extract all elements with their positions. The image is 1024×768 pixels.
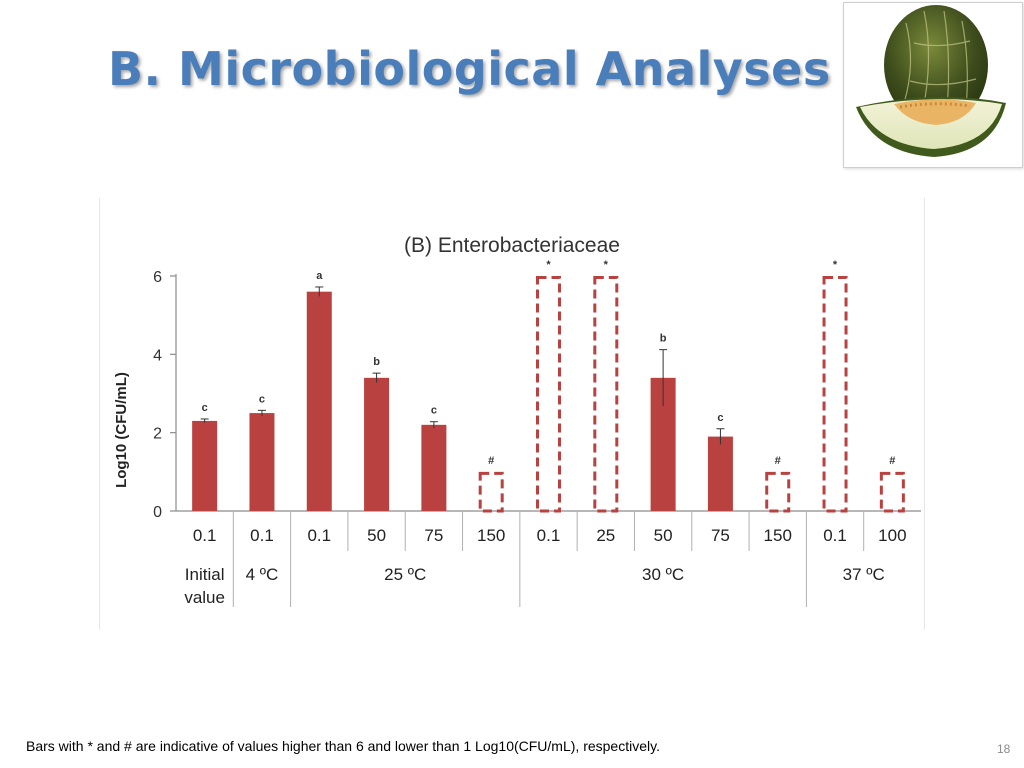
y-tick-label: 4 — [153, 347, 162, 364]
significance-label: c — [259, 393, 265, 405]
group-label: Initial — [185, 565, 225, 584]
slide-title: B. Microbiological Analyses — [108, 42, 831, 96]
x-tick-label: 50 — [654, 526, 673, 545]
x-tick-label: 0.1 — [307, 526, 331, 545]
x-tick-label: 75 — [711, 526, 730, 545]
significance-label: a — [316, 270, 323, 282]
footnote: Bars with * and # are indicative of valu… — [26, 738, 660, 754]
bar-dashed — [536, 276, 561, 513]
bar — [249, 413, 275, 511]
x-tick-label: 0.1 — [537, 526, 561, 545]
x-tick-label: 0.1 — [250, 526, 274, 545]
bar-chart: (B) Enterobacteriaceae Log10 (CFU/mL) 0 2… — [113, 234, 921, 607]
significance-label: * — [833, 259, 838, 271]
bar-dashed — [765, 471, 791, 513]
bar — [306, 291, 332, 511]
significance-label: * — [604, 259, 609, 271]
group-label: 25 ºC — [384, 565, 426, 584]
group-label: value — [184, 588, 225, 607]
x-tick-label: 0.1 — [193, 526, 217, 545]
bar — [192, 420, 218, 511]
significance-label: # — [775, 455, 781, 467]
x-tick-label: 50 — [367, 526, 386, 545]
y-tick-label: 0 — [153, 504, 162, 521]
y-tick-label: 6 — [153, 269, 162, 286]
significance-label: c — [431, 405, 437, 417]
chart-panel: (B) Enterobacteriaceae Log10 (CFU/mL) 0 2… — [99, 198, 925, 630]
group-label: 37 ºC — [843, 565, 885, 584]
melon-image — [843, 2, 1023, 168]
y-axis-label: Log10 (CFU/mL) — [113, 372, 130, 488]
y-tick-label: 2 — [153, 426, 162, 443]
significance-label: c — [202, 402, 208, 414]
x-tick-label: 100 — [878, 526, 906, 545]
x-tick-label: 25 — [596, 526, 615, 545]
bar-dashed — [879, 471, 905, 513]
significance-label: b — [660, 333, 667, 345]
bar — [421, 424, 447, 511]
bar-dashed — [478, 471, 504, 513]
x-tick-label: 150 — [764, 526, 792, 545]
significance-label: b — [373, 356, 380, 368]
x-tick-label: 75 — [424, 526, 443, 545]
x-tick-label: 150 — [477, 526, 505, 545]
page-number: 18 — [997, 742, 1011, 756]
group-label: 30 ºC — [642, 565, 684, 584]
bar — [707, 436, 733, 511]
chart-title: (B) Enterobacteriaceae — [404, 234, 620, 257]
melon-icon — [856, 5, 1006, 157]
bar-dashed — [593, 276, 619, 513]
bar — [364, 377, 390, 511]
bar-dashed — [822, 276, 848, 513]
significance-label: c — [717, 412, 723, 424]
x-tick-label: 0.1 — [823, 526, 847, 545]
significance-label: # — [889, 455, 895, 467]
significance-label: # — [488, 455, 494, 467]
group-label: 4 ºC — [246, 565, 279, 584]
significance-label: * — [546, 259, 551, 271]
